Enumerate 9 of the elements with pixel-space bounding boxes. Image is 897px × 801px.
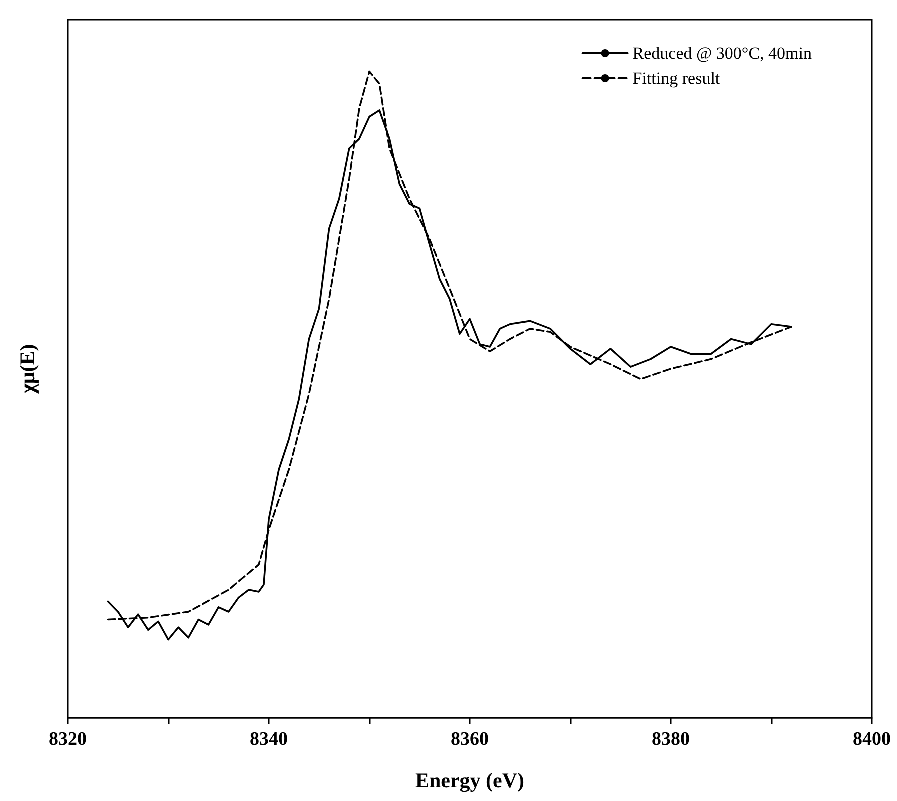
x-tick-label: 8320 bbox=[49, 729, 87, 750]
x-axis-title: Energy (eV) bbox=[415, 768, 525, 792]
legend-label: Fitting result bbox=[632, 69, 720, 88]
x-tick-label: 8340 bbox=[250, 729, 288, 750]
x-tick-label: 8360 bbox=[451, 729, 489, 750]
x-tick-label: 8400 bbox=[853, 729, 891, 750]
y-axis-title: χμ(E) bbox=[16, 344, 40, 395]
legend-label: Reduced @ 300°C, 40min bbox=[632, 44, 812, 63]
x-tick-label: 8380 bbox=[652, 729, 690, 750]
